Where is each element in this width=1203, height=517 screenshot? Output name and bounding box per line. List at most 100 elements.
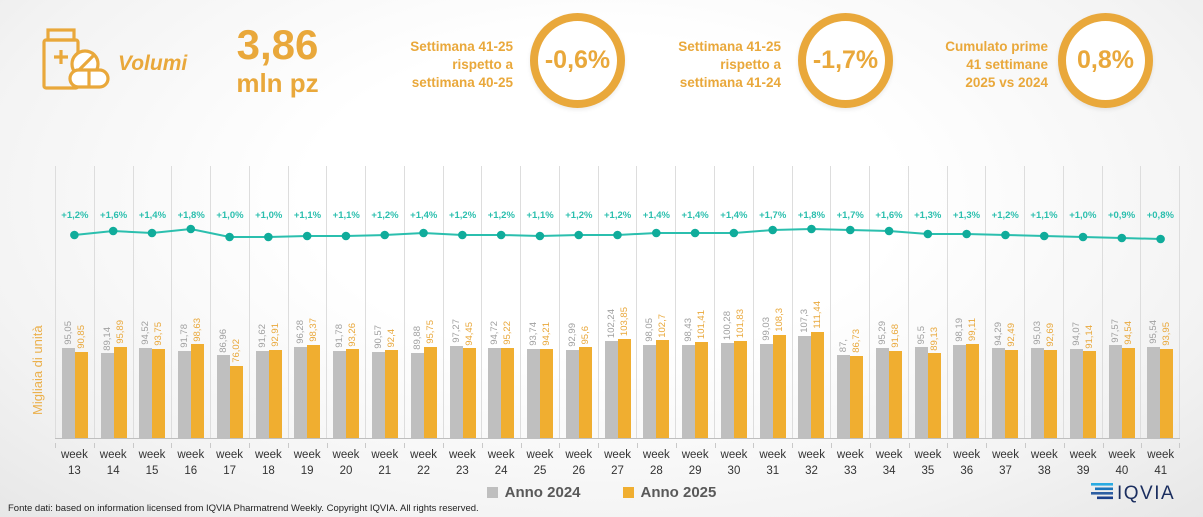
bar-anno-2025 — [617, 339, 631, 438]
bar-label-anno-2024: 107,3 — [799, 309, 811, 334]
bar-label-anno-2025: 102,7 — [657, 313, 669, 338]
bar-anno-2024 — [837, 355, 851, 438]
x-axis-label-week-25: week 25 — [520, 443, 560, 479]
bar-pair: 91,78 98,63 — [172, 318, 210, 438]
x-axis-label-week-28: week 28 — [636, 443, 676, 479]
bar-anno-2025 — [966, 343, 980, 438]
bar-label-anno-2025: 98,63 — [192, 317, 204, 342]
kpi-total: 3,86 mln pz — [205, 21, 350, 99]
bar-anno-2024 — [1147, 347, 1161, 438]
line-point-label: +1,3% — [952, 210, 981, 221]
bar-label-anno-2024: 86,96 — [217, 328, 229, 353]
line-point-label: +1,1% — [293, 210, 322, 221]
bar-anno-2025 — [772, 335, 786, 438]
x-axis-label-week-35: week 35 — [908, 443, 948, 479]
chart-column-week-19: +1,1% 96,28 98,37 — [287, 166, 327, 438]
x-axis-label-week-14: week 14 — [93, 443, 133, 479]
bar-label-anno-2024: 94,72 — [489, 321, 501, 345]
x-axis-label-week-18: week 18 — [248, 443, 288, 479]
bar-label-anno-2025: 92,49 — [1006, 323, 1018, 348]
legend-swatch-2025-icon — [622, 487, 634, 498]
bar-label-anno-2025: 91,14 — [1083, 324, 1095, 349]
bar-anno-2025 — [811, 332, 825, 438]
bar-anno-2025 — [850, 355, 864, 438]
badge-value-cumulative: 0,8% — [1058, 13, 1153, 108]
x-axis-label-week-41: week 41 — [1141, 443, 1180, 479]
plot-area: +1,2% 95,05 90,85 +1,6% 89,14 95,89 +1,4% 94,52… — [55, 166, 1181, 439]
chart-column-week-24: +1,2% 94,72 95,22 — [481, 166, 520, 438]
bar-label-anno-2025: 94,54 — [1122, 321, 1134, 346]
x-axis-label-week-21: week 21 — [365, 443, 404, 479]
legend-label-2024: Anno 2024 — [504, 484, 581, 501]
bar-label-anno-2025: 95,22 — [502, 320, 514, 345]
bar-pair: 91,78 93,26 — [327, 323, 365, 438]
bar-label-anno-2024: 98,05 — [644, 318, 656, 342]
kpi-total-value: 3,86 — [236, 21, 319, 68]
line-point-label: +1,3% — [914, 210, 942, 221]
chart-column-week-27: +1,2% 102,24 103,85 — [597, 166, 637, 438]
bar-anno-2024 — [61, 347, 75, 438]
chart-column-week-31: +1,7% 99,03 108,3 — [752, 166, 792, 438]
bar-label-anno-2025: 95,89 — [114, 320, 126, 344]
bar-pair: 95,03 92,69 — [1025, 321, 1063, 438]
bar-anno-2025 — [656, 340, 670, 438]
bar-anno-2024 — [527, 348, 541, 438]
legend-item-2024: Anno 2024 — [486, 484, 581, 501]
bar-label-anno-2024: 100,28 — [721, 310, 733, 340]
line-point-label: +0,9% — [1107, 210, 1136, 221]
bar-label-anno-2025: 89,13 — [928, 326, 940, 351]
line-point-label: +1,0% — [255, 210, 283, 221]
bar-anno-2025 — [695, 341, 709, 438]
bar-anno-2024 — [682, 344, 696, 438]
x-axis-label-week-27: week 27 — [598, 443, 637, 479]
line-point-label: +1,6% — [875, 210, 903, 221]
line-point-label: +1,4% — [642, 210, 670, 221]
bar-label-anno-2024: 92,99 — [566, 322, 578, 347]
bar-anno-2025 — [501, 347, 515, 438]
chart-column-week-22: +1,4% 89,88 95,75 — [403, 166, 443, 438]
bar-label-anno-2024: 89,14 — [101, 326, 113, 351]
bar-anno-2025 — [152, 348, 166, 438]
chart-column-week-37: +1,2% 94,29 92,49 — [985, 166, 1024, 438]
badge-value-week-vs-prev: -0,6% — [530, 13, 625, 108]
bar-label-anno-2025: 101,83 — [734, 309, 746, 339]
legend-item-2025: Anno 2025 — [622, 484, 716, 501]
bar-label-anno-2025: 94,21 — [541, 321, 553, 346]
bar-anno-2024 — [914, 347, 928, 438]
line-point-label: +1,2% — [371, 210, 399, 221]
bar-label-anno-2024: 95,5 — [915, 325, 927, 345]
legend-swatch-2024-icon — [486, 487, 498, 498]
bar-anno-2024 — [798, 336, 812, 438]
line-point-label: +1,6% — [100, 210, 128, 221]
bar-label-anno-2025: 86,73 — [851, 328, 863, 353]
bar-label-anno-2025: 93,95 — [1161, 321, 1173, 346]
line-point-label: +1,4% — [681, 210, 709, 221]
chart-column-week-32: +1,8% 107,3 111,44 — [791, 166, 831, 438]
medicine-bottle-pills-icon — [38, 26, 114, 97]
bar-anno-2024 — [488, 348, 502, 438]
bar-label-anno-2025: 91,68 — [889, 324, 901, 348]
bar-pair: 95,54 93,95 — [1141, 320, 1179, 438]
bar-anno-2025 — [385, 350, 398, 438]
x-axis-label-week-19: week 19 — [287, 443, 327, 479]
chart-column-week-16: +1,8% 91,78 98,63 — [171, 166, 210, 438]
plot-columns: +1,2% 95,05 90,85 +1,6% 89,14 95,89 +1,4% 94,52… — [55, 166, 1181, 438]
bar-anno-2025 — [74, 351, 88, 438]
x-axis-label-week-36: week 36 — [947, 443, 986, 479]
bar-anno-2025 — [927, 353, 941, 438]
bar-anno-2025 — [229, 365, 243, 438]
x-axis-label-week-29: week 29 — [675, 443, 715, 479]
badge-label-week-vs-prev: Settimana 41-25 rispetto a settimana 40-… — [410, 39, 513, 90]
line-point-label: +1,4% — [138, 210, 167, 221]
bar-anno-2024 — [178, 350, 192, 438]
line-point-label: +1,1% — [332, 210, 360, 221]
bar-anno-2025 — [268, 349, 282, 438]
bar-label-anno-2025: 95,6 — [579, 325, 591, 345]
x-axis-label-week-37: week 37 — [986, 443, 1025, 479]
bar-anno-2025 — [540, 348, 554, 438]
bar-anno-2025 — [1160, 348, 1174, 438]
badge-value-week-vs-lastyear: -1,7% — [798, 13, 893, 108]
bar-anno-2025 — [1121, 348, 1135, 438]
bar-pair: 90,57 92,4 — [366, 325, 404, 438]
line-point-label: +1,7% — [759, 210, 787, 221]
